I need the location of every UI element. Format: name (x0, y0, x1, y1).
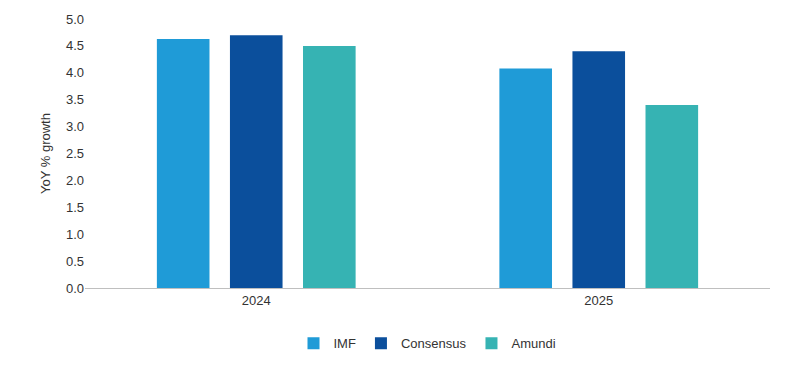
svg-text:4.5: 4.5 (66, 38, 84, 53)
svg-text:1.0: 1.0 (66, 227, 84, 242)
svg-text:YoY % growth: YoY % growth (38, 113, 53, 194)
svg-text:2.5: 2.5 (66, 146, 84, 161)
svg-text:0.5: 0.5 (66, 254, 84, 269)
svg-text:IMF: IMF (334, 336, 356, 351)
svg-text:3.5: 3.5 (66, 92, 84, 107)
svg-text:2025: 2025 (584, 293, 613, 308)
svg-text:Consensus: Consensus (401, 336, 467, 351)
svg-text:1.5: 1.5 (66, 200, 84, 215)
svg-text:5.0: 5.0 (66, 12, 84, 27)
svg-text:3.0: 3.0 (66, 119, 84, 134)
svg-text:2024: 2024 (242, 293, 271, 308)
svg-text:0.0: 0.0 (66, 281, 84, 296)
svg-text:4.0: 4.0 (66, 65, 84, 80)
svg-text:2.0: 2.0 (66, 173, 84, 188)
svg-text:Amundi: Amundi (511, 336, 555, 351)
